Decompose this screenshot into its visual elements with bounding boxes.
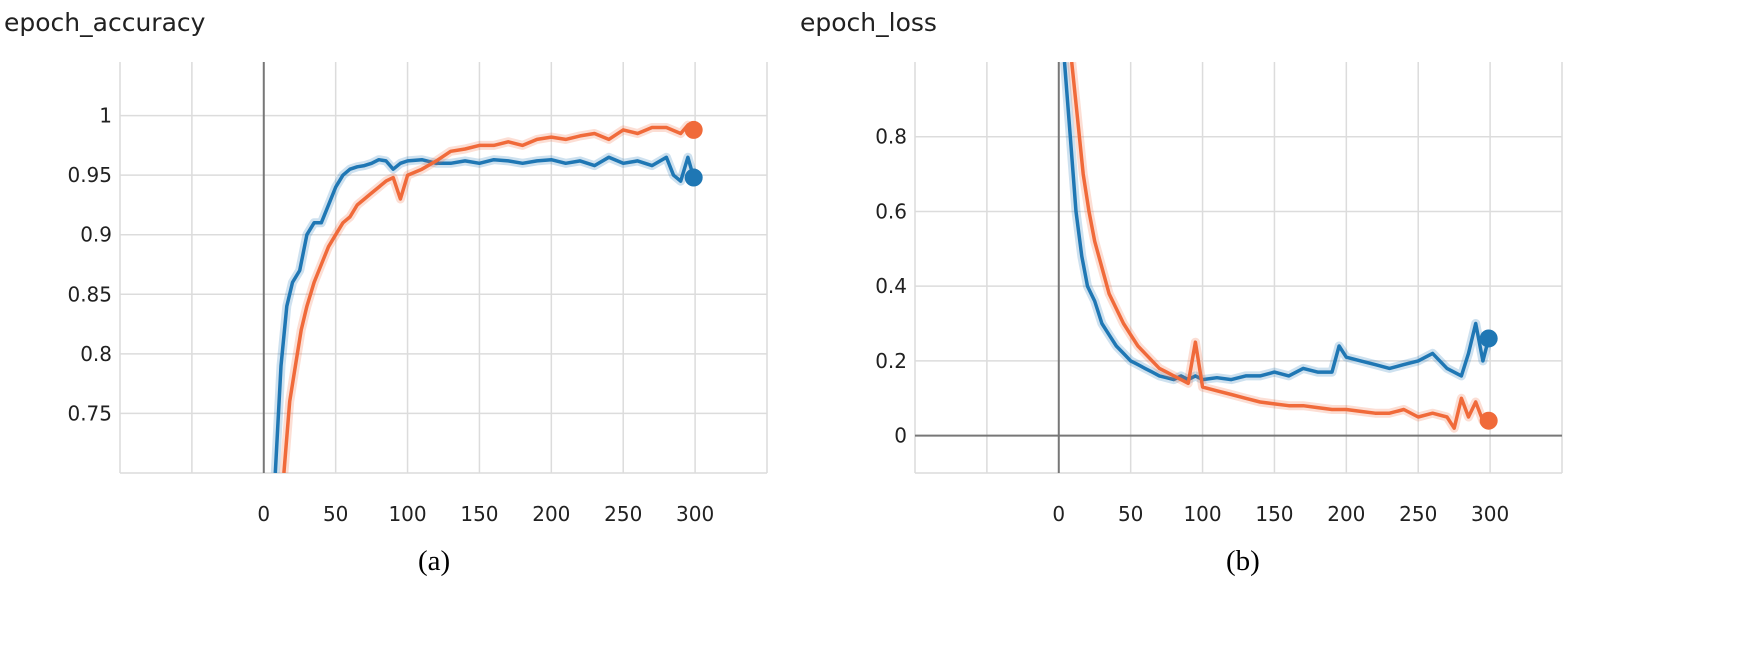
chart-a-series-0-line (273, 155, 696, 473)
chart-a-series-1-end-point (684, 120, 703, 139)
chart-b-xtick-label: 0 (1052, 502, 1065, 526)
chart-a-series-0-raw-line (270, 152, 699, 473)
chart-b-title: epoch_loss (800, 8, 937, 37)
chart-a-xtick-label: 250 (604, 502, 642, 526)
chart-b-series-1-line (1069, 62, 1489, 430)
chart-b-ytick-label: 0.2 (875, 349, 907, 373)
chart-b-ytick-label: 0.6 (875, 199, 907, 223)
chart-b: 0 50 100 150 200 250 300 0 0.2 0.4 0.6 0.8 (875, 62, 1563, 526)
chart-b-series-0-end-point (1479, 329, 1498, 348)
chart-a-caption: (a) (418, 545, 451, 577)
chart-b-xtick-label: 250 (1399, 502, 1437, 526)
chart-b-xtick-label: 200 (1327, 502, 1365, 526)
chart-a-ytick-label: 0.75 (67, 401, 112, 425)
chart-a-ytick-label: 0.85 (67, 282, 112, 306)
chart-a: 0 50 100 150 200 250 300 0.75 0.8 0.85 0.9 0.95 1 (67, 62, 768, 526)
chart-a-xtick-label: 150 (460, 502, 498, 526)
chart-b-ytick-label: 0 (894, 424, 907, 448)
chart-a-xtick-label: 300 (676, 502, 714, 526)
chart-a-ytick-label: 0.9 (80, 223, 112, 247)
chart-b-xtick-label: 50 (1118, 502, 1143, 526)
chart-b-xtick-label: 150 (1255, 502, 1293, 526)
chart-a-xtick-label: 0 (257, 502, 270, 526)
chart-b-ytick-label: 0.8 (875, 125, 907, 149)
chart-a-ytick-label: 1 (99, 104, 112, 128)
chart-a-title: epoch_accuracy (4, 8, 206, 37)
chart-b-xtick-label: 100 (1183, 502, 1221, 526)
chart-a-xtick-label: 100 (388, 502, 426, 526)
chart-b-series-1-end-point (1479, 411, 1498, 430)
chart-b-caption: (b) (1226, 545, 1260, 577)
chart-a-series-0-end-point (684, 168, 703, 187)
chart-b-xtick-label: 300 (1471, 502, 1509, 526)
chart-a-xtick-label: 50 (323, 502, 348, 526)
chart-b-ytick-label: 0.4 (875, 274, 907, 298)
chart-a-ytick-label: 0.8 (80, 342, 112, 366)
chart-a-xtick-label: 200 (532, 502, 570, 526)
chart-b-series-0-line (1062, 62, 1491, 382)
chart-a-series-1-line (282, 123, 695, 473)
chart-a-ytick-label: 0.95 (67, 163, 112, 187)
